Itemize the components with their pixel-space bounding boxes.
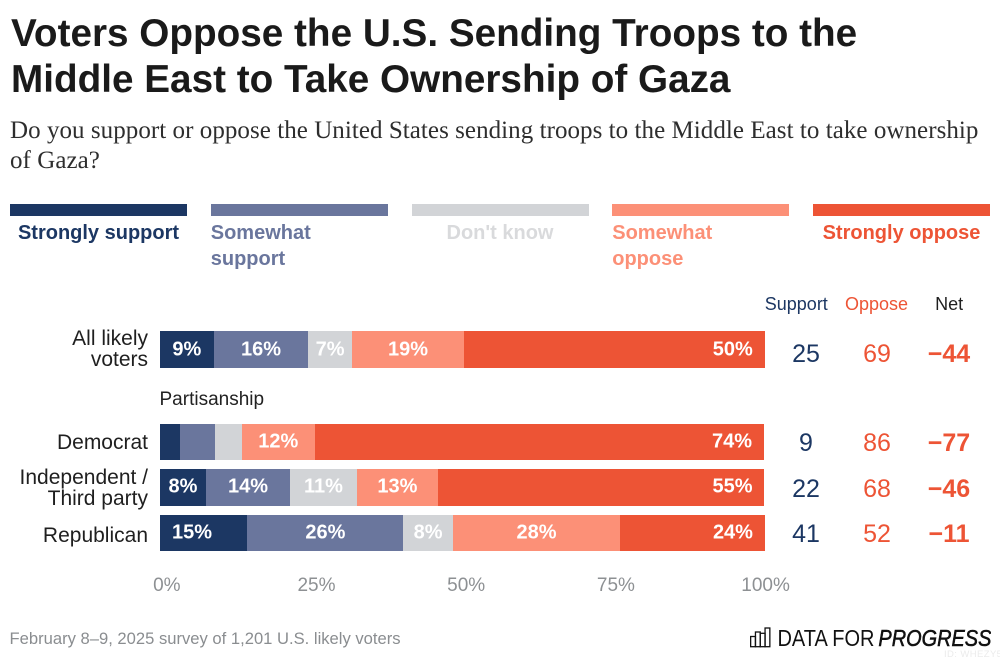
svg-text:DATA FOR: DATA FOR: [778, 627, 875, 648]
svg-text:PROGRESS: PROGRESS: [878, 627, 991, 648]
